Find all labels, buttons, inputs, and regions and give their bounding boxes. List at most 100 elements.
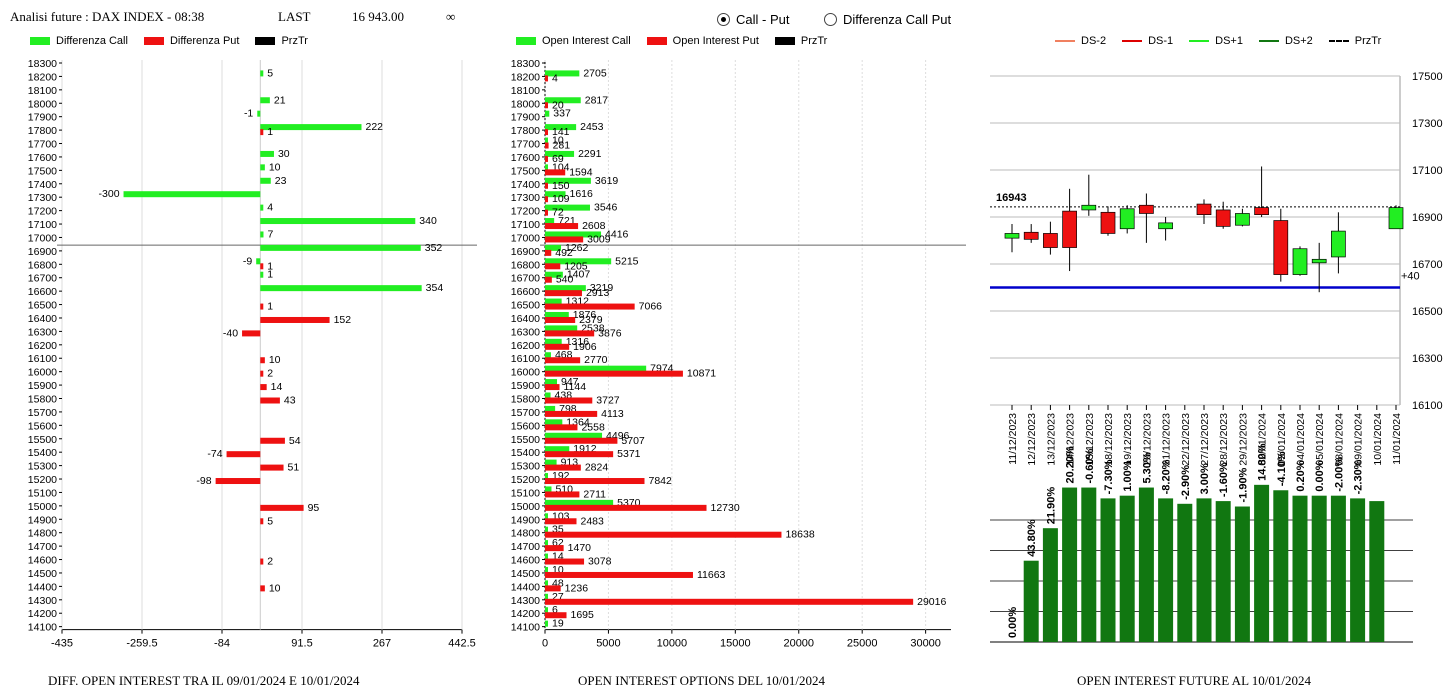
radio-diff-call-put[interactable]: Differenza Call Put (824, 12, 951, 27)
strike-label: 15200 (28, 474, 57, 486)
call-value-label: 27 (552, 591, 564, 603)
put-value-label: 3009 (587, 233, 611, 245)
strike-label: 16300 (28, 326, 57, 338)
date-label: 14/12/2023 (1065, 413, 1077, 466)
candle-up (1081, 204, 1097, 211)
put-bar (545, 518, 577, 525)
oi-future-bar (1138, 487, 1154, 642)
call-value-label: 1316 (566, 336, 590, 348)
radio-call-put[interactable]: Call - Put (717, 12, 789, 27)
candle-down (1023, 231, 1039, 240)
call-bar (545, 607, 548, 614)
put-bar (260, 129, 264, 136)
put-value-label: 2711 (583, 488, 606, 500)
strike-label: 16700 (511, 273, 540, 285)
put-bar (545, 558, 585, 565)
strike-label: 18000 (28, 98, 57, 110)
call-value-label: 3546 (594, 202, 618, 214)
call-bar (545, 593, 548, 600)
call-bar (545, 258, 612, 265)
call-value-label: 2817 (585, 94, 609, 106)
call-value-label: 10 (552, 135, 564, 147)
oi-future-pct-label: -2.00% (1333, 457, 1345, 492)
put-bar (260, 263, 264, 270)
call-bar (545, 124, 577, 131)
call-bar (545, 137, 548, 144)
put-value-label: 4 (552, 72, 558, 84)
put-bar (260, 370, 264, 377)
date-label: 05/01/2024 (1314, 413, 1326, 466)
call-value-label: 7 (267, 228, 273, 240)
candle-down (1254, 207, 1269, 216)
oi-future-bar (1196, 498, 1212, 642)
last-value: 16 943.00 (352, 9, 404, 24)
put-bar (260, 518, 264, 525)
date-label: 03/01/2024 (1276, 413, 1288, 466)
put-value-label: 281 (553, 140, 571, 152)
call-value-label: 354 (426, 282, 444, 294)
strike-label: 14400 (28, 581, 57, 593)
candle-up (1004, 233, 1020, 239)
legend-future-przTr: PrzTr (1354, 35, 1382, 47)
strike-label: 17400 (511, 179, 540, 191)
oi-future-bar (1158, 498, 1174, 642)
legend-oi-put: Open Interest Put (672, 35, 759, 47)
oi-future-bar (1330, 495, 1346, 642)
call-bar (260, 150, 274, 157)
put-value-label: 109 (552, 193, 570, 205)
call-value-label: 222 (365, 121, 383, 133)
put-value-label: 2608 (582, 220, 606, 232)
call-bar (545, 271, 563, 278)
call-bar (545, 620, 548, 627)
strike-label: 15200 (511, 474, 540, 486)
put-value-label: 7066 (639, 301, 663, 313)
call-value-label: 3219 (590, 282, 614, 294)
call-bar (545, 540, 548, 547)
oi-future-pct-label: 0.00% (1314, 460, 1326, 491)
call-value-label: 2291 (578, 148, 602, 160)
strike-label: 16400 (511, 313, 540, 325)
strike-label: 15700 (511, 407, 540, 419)
date-label: 02/01/2024 (1257, 413, 1269, 466)
call-value-label: 62 (552, 537, 564, 549)
put-bar (260, 558, 264, 565)
call-bar (545, 244, 562, 251)
strike-label: 17200 (28, 206, 57, 218)
call-value-label: 21 (274, 94, 286, 106)
strike-label: 17100 (28, 219, 57, 231)
call-value-label: -300 (99, 188, 120, 200)
put-value-label: 1 (267, 260, 273, 272)
put-value-label: 12730 (711, 502, 740, 514)
call-bar (123, 191, 261, 198)
strike-label: 15800 (511, 394, 540, 406)
strike-label: 17400 (28, 179, 57, 191)
date-label: 20/12/2023 (1141, 413, 1153, 466)
put-bar (260, 437, 285, 444)
put-bar (545, 370, 683, 377)
call-value-label: 1616 (570, 188, 594, 200)
x-tick-label: 20000 (783, 638, 814, 650)
strike-label: 16500 (28, 300, 57, 312)
strike-label: 14300 (511, 595, 540, 607)
call-bar (260, 285, 422, 292)
oi-future-bar (1254, 484, 1270, 642)
date-label: 21/12/2023 (1161, 413, 1173, 466)
strike-label: 17300 (28, 192, 57, 204)
legend-ds+1: DS+1 (1215, 35, 1243, 47)
oi-future-bar (1081, 487, 1097, 642)
put-bar (260, 464, 284, 471)
call-bar (545, 164, 548, 171)
strike-label: 16400 (28, 313, 57, 325)
put-value-label: 3876 (598, 327, 622, 339)
candle-up (1292, 248, 1308, 275)
call-value-label: 1876 (573, 309, 597, 321)
call-bar (260, 124, 362, 131)
strike-label: 14700 (28, 541, 57, 553)
oi-future-bar (1062, 487, 1078, 642)
put-bar (260, 585, 265, 592)
call-value-label: 340 (419, 215, 437, 227)
x-tick-label: -259.5 (126, 638, 157, 650)
x-tick-label: 5000 (596, 638, 620, 650)
oi-future-bar (1350, 498, 1366, 642)
oi-future-bar (1177, 503, 1193, 642)
